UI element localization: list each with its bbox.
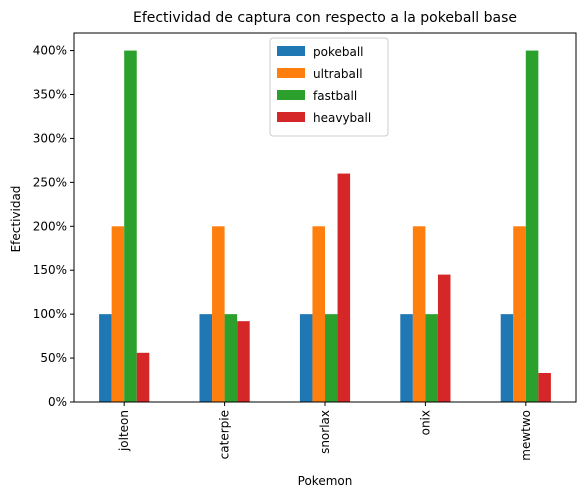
bar-pokeball-onix (400, 314, 413, 402)
y-tick-label: 200% (33, 219, 67, 233)
y-tick-label: 0% (48, 395, 67, 409)
plot-frame (73, 32, 577, 403)
bar-fastball-mewtwo (525, 50, 539, 402)
bar-heavyball-caterpie (237, 321, 250, 402)
legend-label-heavyball: heavyball (313, 111, 371, 125)
x-tick-label: mewtwo (519, 410, 533, 461)
legend-label-pokeball: pokeball (313, 45, 364, 59)
bars-group (99, 50, 551, 402)
bar-pokeball-jolteon (99, 314, 112, 402)
legend-swatch-ultraball (277, 68, 305, 78)
x-tick-label: caterpie (218, 410, 232, 459)
x-tick-label: snorlax (318, 410, 332, 454)
x-axis-label: Pokemon (298, 474, 353, 488)
bar-ultraball-onix (412, 226, 426, 402)
bar-heavyball-mewtwo (538, 373, 551, 402)
legend-box (269, 37, 389, 137)
bar-fastball-onix (425, 314, 438, 402)
bar-pokeball-caterpie (199, 314, 213, 402)
bar-fastball-jolteon (124, 50, 137, 402)
bar-heavyball-snorlax (337, 173, 351, 402)
bar-ultraball-mewtwo (513, 226, 526, 402)
x-tick-label: jolteon (117, 410, 131, 452)
y-tick-label: 400% (33, 44, 67, 58)
legend-swatch-fastball (277, 90, 305, 100)
y-tick-label: 250% (33, 175, 67, 189)
legend-swatch-pokeball (277, 46, 305, 56)
y-axis-label: Efectividad (9, 186, 23, 253)
bar-heavyball-jolteon (136, 352, 150, 402)
chart-title: Efectividad de captura con respecto a la… (133, 10, 517, 26)
legend-swatch-heavyball (277, 112, 305, 122)
y-tick-label: 100% (33, 307, 67, 321)
bar-fastball-caterpie (224, 314, 238, 402)
x-tick-label: onix (418, 410, 432, 435)
bar-ultraball-snorlax (312, 226, 325, 402)
legend-label-fastball: fastball (313, 89, 357, 103)
y-axis: 0% 50% 100% 150% 200% 250% 300% 350% 400% (33, 44, 74, 409)
legend-label-ultraball: ultraball (313, 67, 363, 81)
y-tick-label: 150% (33, 263, 67, 277)
bar-pokeball-mewtwo (500, 314, 514, 402)
bar-pokeball-snorlax (299, 314, 313, 402)
bar-ultraball-caterpie (212, 226, 225, 402)
legend: pokeball ultraball fastball heavyball (269, 37, 389, 137)
bar-heavyball-onix (437, 274, 451, 402)
bar-fastball-snorlax (325, 314, 338, 402)
bar-ultraball-jolteon (111, 226, 125, 402)
y-tick-label: 350% (33, 88, 67, 102)
y-tick-label: 50% (40, 351, 67, 365)
x-axis: jolteon caterpie snorlax onix mewtwo (117, 402, 533, 461)
y-tick-label: 300% (33, 131, 67, 145)
